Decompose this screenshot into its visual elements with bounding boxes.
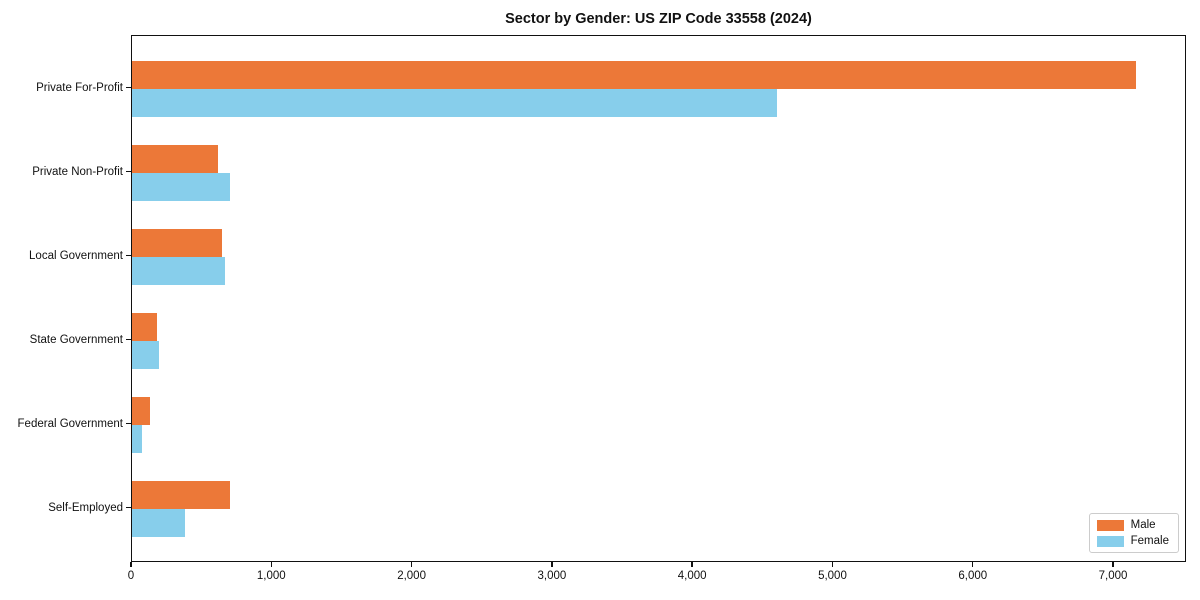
y-tick-label-private-non-profit: Private Non-Profit <box>32 166 123 178</box>
bar-female-federal-government <box>132 425 142 453</box>
y-tick-label-federal-government: Federal Government <box>17 418 123 430</box>
bar-female-self-employed <box>132 509 185 537</box>
bar-male-self-employed <box>132 481 230 509</box>
bar-female-state-government <box>132 341 159 369</box>
x-tick-label-2000: 2,000 <box>397 570 426 582</box>
x-tick-mark-7000 <box>1112 562 1114 567</box>
x-tick-label-6000: 6,000 <box>958 570 988 582</box>
y-tick-label-self-employed: Self-Employed <box>48 502 123 514</box>
legend-entry-male: Male <box>1096 519 1169 531</box>
legend-label-male: Male <box>1130 519 1156 531</box>
x-tick-mark-5000 <box>831 562 834 567</box>
y-tick-label-private-for-profit: Private For-Profit <box>36 82 123 94</box>
bar-female-private-non-profit <box>132 173 230 201</box>
plot-area <box>131 35 1186 562</box>
x-tick-mark-3000 <box>551 562 553 567</box>
x-tick-label-5000: 5,000 <box>818 570 847 582</box>
bar-male-state-government <box>132 313 157 341</box>
legend-entry-female: Female <box>1096 535 1169 547</box>
bar-male-private-for-profit <box>132 61 1136 89</box>
bar-female-private-for-profit <box>132 89 777 117</box>
y-tick-mark-state-government <box>126 339 131 341</box>
x-tick-mark-1000 <box>270 562 272 567</box>
x-tick-mark-6000 <box>972 562 974 567</box>
y-tick-mark-self-employed <box>126 507 131 509</box>
x-tick-mark-0 <box>130 562 132 567</box>
x-tick-mark-4000 <box>691 562 693 567</box>
y-tick-label-local-government: Local Government <box>29 250 123 262</box>
legend: Male Female <box>1088 513 1179 553</box>
legend-swatch-male <box>1096 519 1124 531</box>
y-tick-label-state-government: State Government <box>29 334 123 346</box>
y-tick-mark-private-for-profit <box>126 87 131 89</box>
x-tick-label-7000: 7,000 <box>1098 570 1128 582</box>
x-tick-mark-2000 <box>410 562 413 567</box>
y-tick-mark-private-non-profit <box>126 171 131 173</box>
x-tick-label-3000: 3,000 <box>537 570 567 582</box>
bar-male-private-non-profit <box>132 145 218 173</box>
y-tick-mark-local-government <box>126 255 131 257</box>
chart-title: Sector by Gender: US ZIP Code 33558 (202… <box>505 11 812 27</box>
bar-male-federal-government <box>132 397 150 425</box>
x-tick-label-0: 0 <box>127 570 135 582</box>
y-tick-mark-federal-government <box>126 423 131 425</box>
legend-label-female: Female <box>1130 535 1169 547</box>
bar-female-local-government <box>132 257 225 285</box>
legend-swatch-female <box>1096 535 1124 547</box>
x-tick-label-1000: 1,000 <box>256 570 286 582</box>
x-tick-label-4000: 4,000 <box>677 570 707 582</box>
bar-male-local-government <box>132 229 222 257</box>
